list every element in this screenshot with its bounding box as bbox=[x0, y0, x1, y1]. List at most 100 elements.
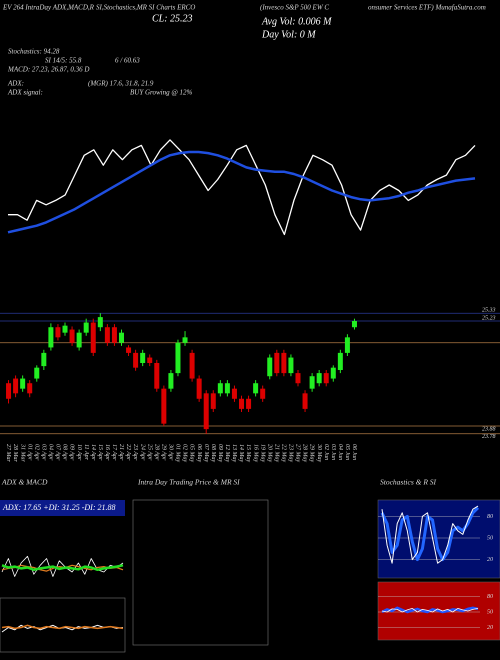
x-tick-label: 05 Jun bbox=[344, 444, 350, 460]
panel-background bbox=[377, 499, 500, 579]
y-tick-label: 20 bbox=[487, 557, 493, 563]
y-tick-label: 80 bbox=[487, 594, 493, 600]
candle-body bbox=[330, 367, 336, 379]
info-text: ADX signal: bbox=[7, 89, 43, 97]
series-line bbox=[7, 150, 476, 234]
series-line bbox=[1, 624, 124, 630]
x-tick-label: 19 May bbox=[259, 444, 265, 462]
candle-body bbox=[210, 393, 216, 409]
series-line bbox=[8, 139, 476, 236]
candle-body bbox=[62, 325, 68, 333]
info-text: 6 / 60.63 bbox=[115, 57, 140, 65]
candle-body bbox=[6, 383, 12, 399]
candle-body bbox=[13, 378, 19, 394]
candle-body bbox=[27, 383, 33, 394]
y-tick-label: 20 bbox=[487, 625, 493, 631]
candle-body bbox=[111, 327, 117, 343]
candle-body bbox=[274, 352, 280, 374]
panel-title: ADX & MACD bbox=[1, 478, 48, 487]
candle-body bbox=[203, 393, 209, 430]
x-tick-label: 03 Jun bbox=[330, 444, 336, 460]
x-tick-label: 21 May bbox=[273, 444, 279, 462]
price-label: 25.23 bbox=[482, 315, 496, 321]
x-tick-label: 01 May bbox=[175, 444, 181, 462]
close-price: CL: 25.23 bbox=[152, 13, 193, 24]
candle-body bbox=[260, 388, 266, 399]
candle-body bbox=[281, 352, 287, 374]
header-title: (Invesco S&P 500 EW C bbox=[260, 4, 329, 12]
info-text: SI 14/5: 55.8 bbox=[45, 57, 82, 65]
series-line bbox=[381, 505, 479, 564]
x-tick-label: 31 Mar bbox=[19, 443, 25, 462]
x-tick-label: 23 May bbox=[288, 444, 294, 462]
info-text: (MGR) 17.6, 31.8, 21.9 bbox=[88, 80, 154, 88]
candle-body bbox=[34, 367, 40, 379]
x-tick-label: 12 May bbox=[224, 444, 230, 462]
series-line bbox=[1, 624, 124, 633]
info-text: ADX: bbox=[7, 80, 24, 88]
panel-frame bbox=[0, 597, 126, 653]
x-tick-label: 11 Apr bbox=[83, 444, 89, 461]
x-tick-label: 14 Apr bbox=[90, 444, 97, 461]
x-tick-label: 02 May bbox=[182, 444, 188, 462]
x-tick-label: 02 Apr bbox=[33, 444, 39, 461]
info-text: MACD: 27.23, 26.87, 0.36 D bbox=[7, 66, 89, 74]
candle-body bbox=[161, 388, 167, 424]
x-tick-label: 05 May bbox=[189, 444, 195, 462]
panel-label: ADX: 17.65 +DI: 31.25 -DI: 21.88 bbox=[2, 503, 116, 512]
candle-body bbox=[147, 357, 153, 363]
candle-body bbox=[175, 342, 181, 374]
price-label: 23.78 bbox=[482, 434, 496, 440]
x-tick-label: 01 Apr bbox=[26, 444, 32, 461]
candle-body bbox=[231, 388, 237, 399]
candle-body bbox=[168, 373, 174, 389]
candle-body bbox=[295, 373, 301, 384]
x-tick-label: 20 May bbox=[266, 444, 272, 462]
panel-title: Intra Day Trading Price & MR SI bbox=[137, 478, 240, 487]
x-tick-label: 03 Apr bbox=[40, 444, 46, 461]
candle-body bbox=[83, 322, 89, 333]
candle-body bbox=[253, 383, 259, 394]
candle-body bbox=[309, 376, 315, 389]
avg-volume: Avg Vol: 0.006 M bbox=[261, 16, 332, 27]
x-tick-label: 16 May bbox=[252, 444, 258, 462]
panel-title: Stochastics & R SI bbox=[380, 478, 437, 487]
candle-body bbox=[104, 327, 110, 343]
x-tick-label: 02 Jun bbox=[323, 444, 329, 460]
series-line bbox=[380, 506, 480, 562]
candle-body bbox=[246, 398, 252, 409]
header-title: onsumer Services ETF) MunafaSutra.com bbox=[368, 4, 486, 12]
series-line bbox=[381, 608, 479, 613]
candle-body bbox=[323, 373, 329, 384]
candle-body bbox=[316, 373, 322, 384]
x-tick-label: 28 Mar bbox=[12, 444, 18, 462]
price-label: 23.88 bbox=[482, 426, 496, 432]
candle-body bbox=[288, 357, 294, 374]
x-tick-label: 17 Apr bbox=[111, 444, 117, 461]
x-tick-label: 07 Apr bbox=[55, 444, 61, 461]
candle-body bbox=[182, 337, 188, 343]
x-tick-label: 04 Jun bbox=[337, 444, 344, 460]
candle-body bbox=[224, 383, 230, 394]
y-tick-label: 80 bbox=[487, 514, 493, 520]
series-line bbox=[381, 606, 479, 614]
x-tick-label: 24 Apr bbox=[139, 444, 146, 461]
x-tick-label: 30 Apr bbox=[168, 443, 174, 461]
x-tick-label: 04 Apr bbox=[48, 444, 55, 461]
candle-body bbox=[97, 317, 103, 328]
x-tick-label: 08 May bbox=[210, 444, 216, 462]
candle-body bbox=[69, 329, 75, 343]
price-label: 25.33 bbox=[482, 308, 496, 314]
header-title: EV 264 IntraDay ADX,MACD,R bbox=[2, 4, 95, 12]
candle-body bbox=[126, 347, 132, 353]
candle-body bbox=[133, 352, 139, 368]
y-tick-label: 50 bbox=[487, 535, 493, 541]
candle-body bbox=[344, 337, 350, 353]
x-tick-label: 22 May bbox=[280, 444, 286, 462]
x-tick-label: 29 Apr bbox=[160, 444, 166, 461]
info-text: BUY Growing @ 12% bbox=[130, 89, 193, 97]
candle-body bbox=[55, 327, 61, 338]
day-volume: Day Vol: 0 M bbox=[261, 29, 316, 40]
